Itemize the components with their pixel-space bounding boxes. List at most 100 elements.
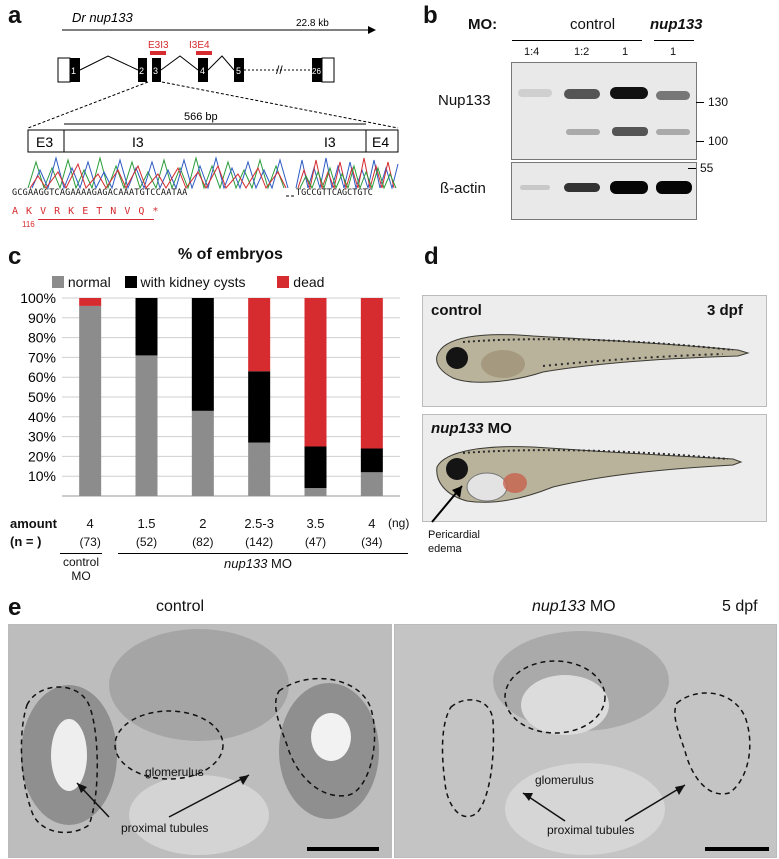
lane-4: 1	[670, 46, 677, 58]
nup-group-label: nup133 MO	[224, 556, 292, 571]
western-blot-actin	[511, 162, 697, 220]
exon-1: 1	[71, 66, 76, 76]
category-label: 4	[86, 516, 94, 531]
control-group-label: control MO	[62, 555, 100, 583]
exon-3: 3	[153, 66, 158, 76]
nup-group-underline	[118, 553, 408, 554]
marker-tick-55	[688, 168, 696, 169]
legend-dead: dead	[293, 274, 325, 290]
exon-5: 5	[236, 66, 241, 76]
label-tubules-mo: proximal tubules	[547, 823, 635, 837]
panel-letter-e: e	[8, 594, 22, 621]
y-tick-label: 10%	[28, 468, 56, 484]
n-value: (52)	[135, 535, 158, 549]
svg-text://: //	[276, 63, 283, 77]
section-mo-gene: nup133	[532, 598, 586, 615]
n-value: (73)	[79, 535, 101, 549]
chromatogram-trace-left	[27, 156, 285, 190]
y-tick-label: 100%	[20, 290, 56, 306]
y-tick-label: 90%	[28, 310, 56, 326]
nup-group-mo: MO	[267, 556, 292, 571]
panel-letter-a: a	[8, 2, 22, 29]
photo-d-mo-label: nup133 MO	[431, 420, 512, 437]
histology-section-nup133-mo: glomerulus proximal tubules	[394, 624, 777, 858]
n-value: (82)	[192, 535, 214, 549]
bar-dead-5	[360, 298, 383, 449]
gene-name: Dr nup133	[72, 10, 133, 25]
zebrafish-photo-nup133-mo: nup133 MO	[422, 414, 767, 522]
legend-swatch-dead	[277, 276, 290, 288]
legend: normal with kidney cysts dead	[52, 274, 324, 290]
bar-normal-1	[135, 355, 158, 496]
mo-label: MO:	[468, 16, 498, 33]
n-value: (47)	[304, 535, 327, 549]
exon-26: 26	[312, 67, 321, 76]
legend-normal: normal	[67, 274, 111, 290]
photo-d-mo-suffix: MO	[483, 420, 512, 437]
sequence-left: GCGAAGGTCAGAAAAGAGACAAATGTCCAATAA	[12, 188, 188, 198]
y-tick-label: 40%	[28, 409, 56, 425]
nup133-underline	[654, 40, 694, 41]
photo-d-stage: 3 dpf	[707, 302, 743, 319]
n-value: (34)	[361, 535, 383, 549]
bar-with-kidney-cysts-1	[135, 298, 158, 356]
unit-label: (ng)	[388, 516, 410, 530]
gene-size: 22.8 kb	[296, 18, 329, 29]
gene-structure-diagram: Dr nup133 22.8 kb E3I3 I3E4 // 1 2 3 4 5…	[27, 10, 399, 197]
exon-4: 4	[200, 66, 205, 76]
legend-cysts: with kidney cysts	[140, 274, 246, 290]
n-label: (n = )	[10, 534, 42, 549]
mo-site-i3e4: I3E4	[189, 40, 210, 51]
zoom-i3-right: I3	[324, 134, 336, 150]
bar-dead-0	[79, 298, 102, 306]
control-underline	[512, 40, 642, 41]
marker-tick-130	[696, 102, 704, 103]
y-tick-label: 80%	[28, 330, 56, 346]
bar-normal-0	[79, 305, 102, 496]
histology-section-control: glomerulus proximal tubules	[8, 624, 392, 858]
bar-normal-4	[304, 488, 327, 496]
y-tick-label: 50%	[28, 389, 56, 405]
legend-swatch-normal	[52, 276, 64, 288]
lane-2: 1:2	[574, 46, 590, 58]
amount-label: amount	[10, 516, 57, 531]
amino-acid-position: 116	[22, 220, 35, 229]
n-value: (142)	[245, 535, 274, 549]
lane-3: 1	[622, 46, 629, 58]
bar-with-kidney-cysts-3	[248, 371, 271, 443]
blot-control-label: control	[570, 16, 616, 33]
bar-normal-3	[248, 442, 271, 496]
y-tick-label: 60%	[28, 369, 56, 385]
section-mo-suffix: MO	[585, 598, 616, 615]
edema-label: Pericardial edema	[428, 529, 480, 555]
category-labels: 4 (73) 1.5 (52) 2 (82) 2.5-3 (142) 3.5 (47) 4 (34)	[0, 516, 412, 552]
y-tick-label: 30%	[28, 429, 56, 445]
zoom-i3-left: I3	[132, 134, 144, 150]
panel-letter-b: b	[423, 2, 438, 29]
section-mo-label: nup133 MO	[532, 598, 616, 616]
photo-d-mo-gene: nup133	[431, 420, 484, 437]
panel-letter-d: d	[424, 243, 439, 270]
bar-with-kidney-cysts-4	[304, 446, 327, 489]
bar-with-kidney-cysts-5	[360, 448, 383, 473]
amino-acid-sequence: A K V R K E T N V Q *	[12, 206, 160, 217]
lane-1: 1:4	[524, 46, 540, 58]
zebrafish-photo-control: control 3 dpf	[422, 295, 767, 407]
category-label: 4	[368, 516, 376, 531]
label-glomerulus-control: glomerulus	[145, 765, 204, 779]
y-tick-label: 20%	[28, 448, 56, 464]
chart-title: % of embryos	[178, 246, 283, 263]
exon-2: 2	[139, 66, 144, 76]
marker-tick-100	[696, 141, 704, 142]
marker-55: 55	[700, 161, 714, 175]
category-label: 2	[199, 516, 207, 531]
category-label: 2.5-3	[244, 516, 274, 531]
marker-100: 100	[708, 134, 729, 148]
legend-swatch-cysts	[124, 276, 137, 288]
nup-group-gene: nup133	[224, 556, 268, 571]
section-stage-label: 5 dpf	[722, 598, 758, 615]
category-label: 3.5	[306, 516, 325, 531]
label-glomerulus-mo: glomerulus	[535, 773, 594, 787]
bar-normal-2	[191, 410, 214, 496]
actin-row-label: ß-actin	[440, 180, 486, 197]
